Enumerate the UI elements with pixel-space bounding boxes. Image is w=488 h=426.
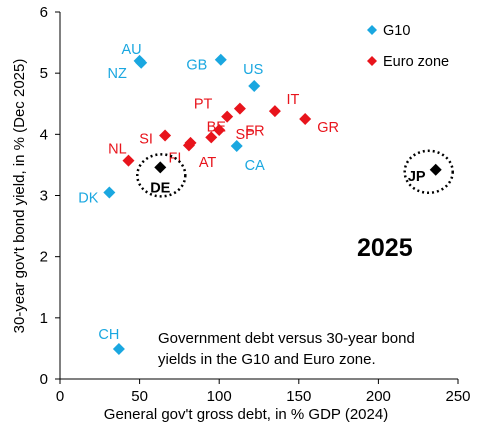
legend-label-euro-zone: Euro zone: [383, 54, 449, 70]
highlight-circle-de: [136, 153, 187, 198]
point-label-sp: SP: [236, 127, 255, 143]
highlight-circle-jp: [403, 149, 454, 195]
point-marker-gr: [299, 113, 312, 126]
point-marker-jp: [429, 163, 442, 176]
point-label-au: AU: [122, 42, 142, 58]
annotations: 2025 Government debt versus 30-year bond y…: [136, 149, 454, 368]
point-label-nl: NL: [108, 142, 127, 158]
point-label-fi: FI: [169, 150, 182, 166]
point-label-us: US: [243, 62, 263, 78]
y-tick-label: 6: [40, 4, 48, 21]
chart-note-line: yields in the G10 and Euro zone.: [158, 351, 376, 368]
point-marker-si: [159, 129, 172, 142]
point-label-nz: NZ: [108, 66, 127, 82]
x-tick-label: 150: [286, 388, 311, 405]
point-marker-ca: [230, 139, 243, 152]
point-marker-gb: [214, 53, 227, 66]
point-label-pt: PT: [194, 97, 213, 113]
point-marker-nl: [122, 154, 135, 167]
point-label-it: IT: [286, 92, 299, 108]
point-label-at: AT: [199, 155, 217, 171]
y-tick-label: 0: [40, 371, 48, 388]
legend-label-g10: G10: [383, 23, 410, 39]
point-label-ca: CA: [245, 158, 265, 174]
axes: 0 1 2 3 4 5 6 0 50 100 150 200 250 General gov't gros…: [11, 4, 471, 423]
point-marker-nz: [135, 56, 148, 69]
x-tick-label: 100: [207, 388, 232, 405]
point-marker-at: [184, 136, 197, 149]
x-tick-label: 200: [366, 388, 391, 405]
year-annotation: 2025: [357, 234, 413, 262]
point-label-be: BE: [207, 119, 227, 135]
y-tick-label: 4: [40, 126, 48, 143]
point-marker-it: [268, 105, 281, 118]
y-tick-label: 5: [40, 65, 48, 82]
point-label-de: DE: [150, 180, 170, 196]
point-label-dk: DK: [78, 190, 98, 206]
x-axis-title: General gov't gross debt, in % GDP (2024…: [104, 406, 388, 423]
point-label-si: SI: [139, 132, 153, 148]
y-tick-label: 3: [40, 188, 48, 205]
legend: G10 Euro zone: [367, 23, 449, 70]
point-marker-de: [154, 161, 167, 174]
point-label-jp: JP: [408, 169, 426, 185]
point-marker-dk: [103, 186, 116, 199]
point-label-gb: GB: [186, 58, 207, 74]
y-tick-label: 1: [40, 310, 48, 327]
legend-marker-euro-zone: [367, 56, 377, 66]
x-tick-label: 250: [445, 388, 470, 405]
point-label-ch: CH: [98, 327, 119, 343]
point-label-gr: GR: [317, 120, 339, 136]
point-marker-pt: [221, 110, 234, 123]
y-axis-title: 30-year gov't bond yield, in % (Dec 2025…: [11, 59, 28, 334]
point-marker-sp: [213, 124, 226, 137]
x-tick-label: 0: [56, 388, 64, 405]
point-marker-ch: [112, 343, 125, 356]
data-marks: [103, 53, 442, 356]
x-tick-label: 50: [131, 388, 148, 405]
point-labels: AU NZ GB US CA DK CH NL SI FI AT BE SP PT FR IT GR DE JP: [78, 42, 426, 343]
point-marker-be: [205, 131, 218, 144]
point-label-fr: FR: [245, 124, 264, 140]
chart-note-line: Government debt versus 30-year bond: [158, 330, 415, 347]
y-tick-label: 2: [40, 249, 48, 266]
legend-marker-g10: [367, 25, 377, 35]
point-marker-us: [248, 80, 261, 93]
point-marker-fr: [233, 102, 246, 115]
